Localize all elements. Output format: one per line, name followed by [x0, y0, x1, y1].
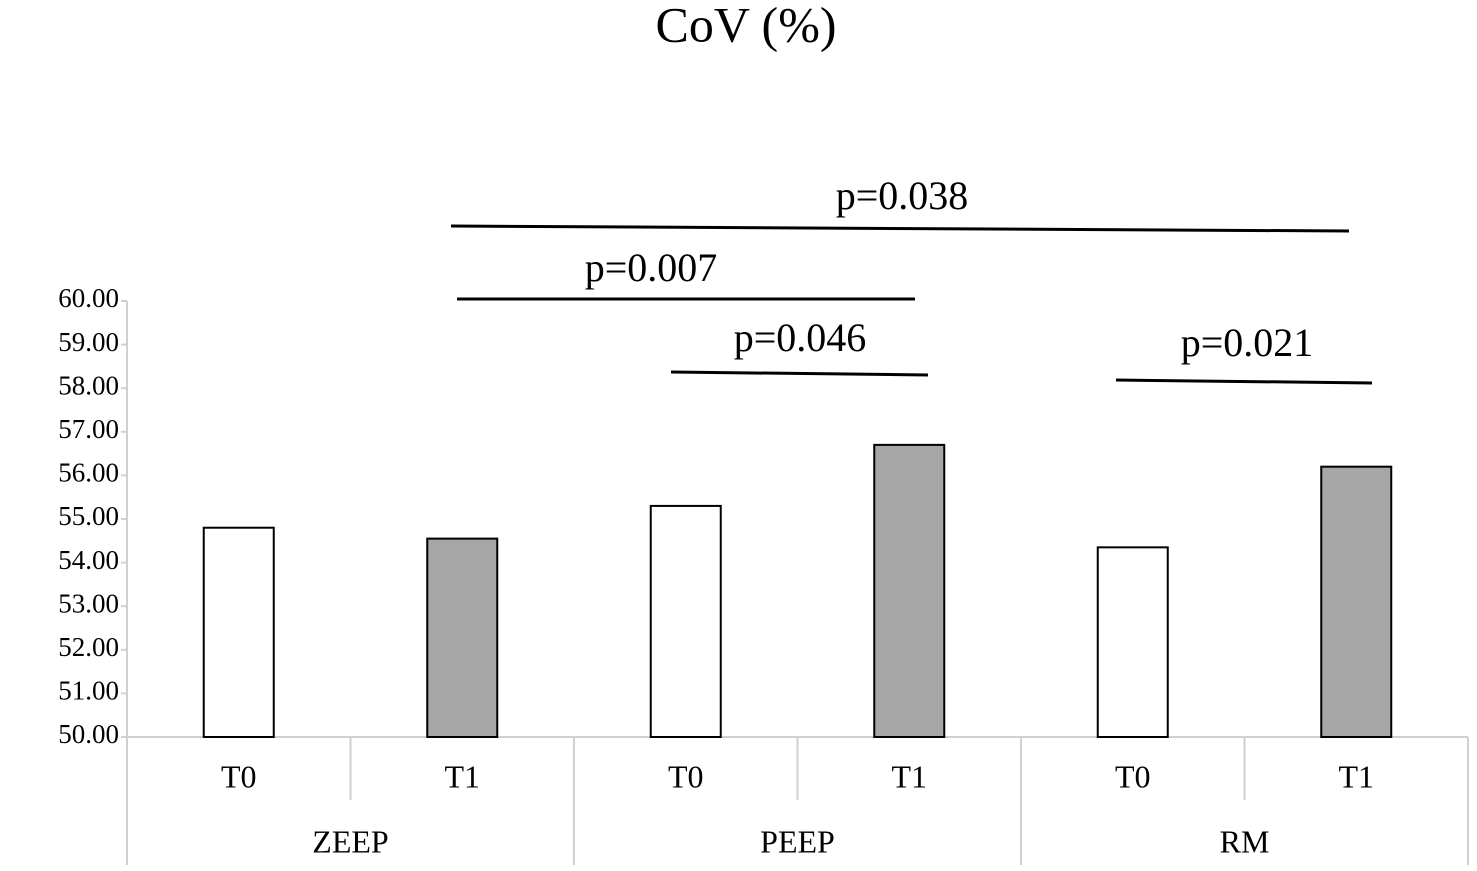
bar — [1320, 465, 1393, 738]
y-tick-label: 60.00 — [58, 283, 119, 313]
group-label: ZEEP — [312, 823, 388, 859]
bar — [202, 526, 275, 738]
bar — [426, 537, 499, 738]
y-tick-label: 59.00 — [58, 327, 119, 357]
group-label: PEEP — [760, 823, 835, 859]
y-tick-label: 51.00 — [58, 676, 119, 706]
significance-line — [1115, 378, 1373, 385]
chart-title: CoV (%) — [655, 0, 836, 52]
y-tick-label: 57.00 — [58, 414, 119, 444]
y-tick-label: 50.00 — [58, 719, 119, 749]
x-tick-label: T1 — [1338, 758, 1374, 794]
x-tick-label: T0 — [668, 758, 704, 794]
y-tick-label: 56.00 — [58, 458, 119, 488]
bar — [1096, 546, 1169, 739]
significance-label: p=0.038 — [836, 173, 969, 218]
x-tick-label: T0 — [221, 758, 257, 794]
significance-line — [450, 224, 1350, 233]
y-tick-label: 54.00 — [58, 545, 119, 575]
y-tick-label: 52.00 — [58, 632, 119, 662]
significance-label: p=0.007 — [585, 245, 718, 290]
x-tick-label: T1 — [891, 758, 927, 794]
group-label: RM — [1220, 823, 1270, 859]
y-tick-label: 55.00 — [58, 501, 119, 531]
y-tick-label: 53.00 — [58, 588, 119, 618]
significance-line — [670, 370, 929, 377]
significance-label: p=0.046 — [734, 315, 867, 360]
significance-label: p=0.021 — [1181, 320, 1314, 365]
bar — [649, 504, 722, 739]
bar — [873, 443, 946, 738]
x-tick-label: T1 — [444, 758, 480, 794]
y-tick-label: 58.00 — [58, 370, 119, 400]
x-tick-label: T0 — [1115, 758, 1151, 794]
